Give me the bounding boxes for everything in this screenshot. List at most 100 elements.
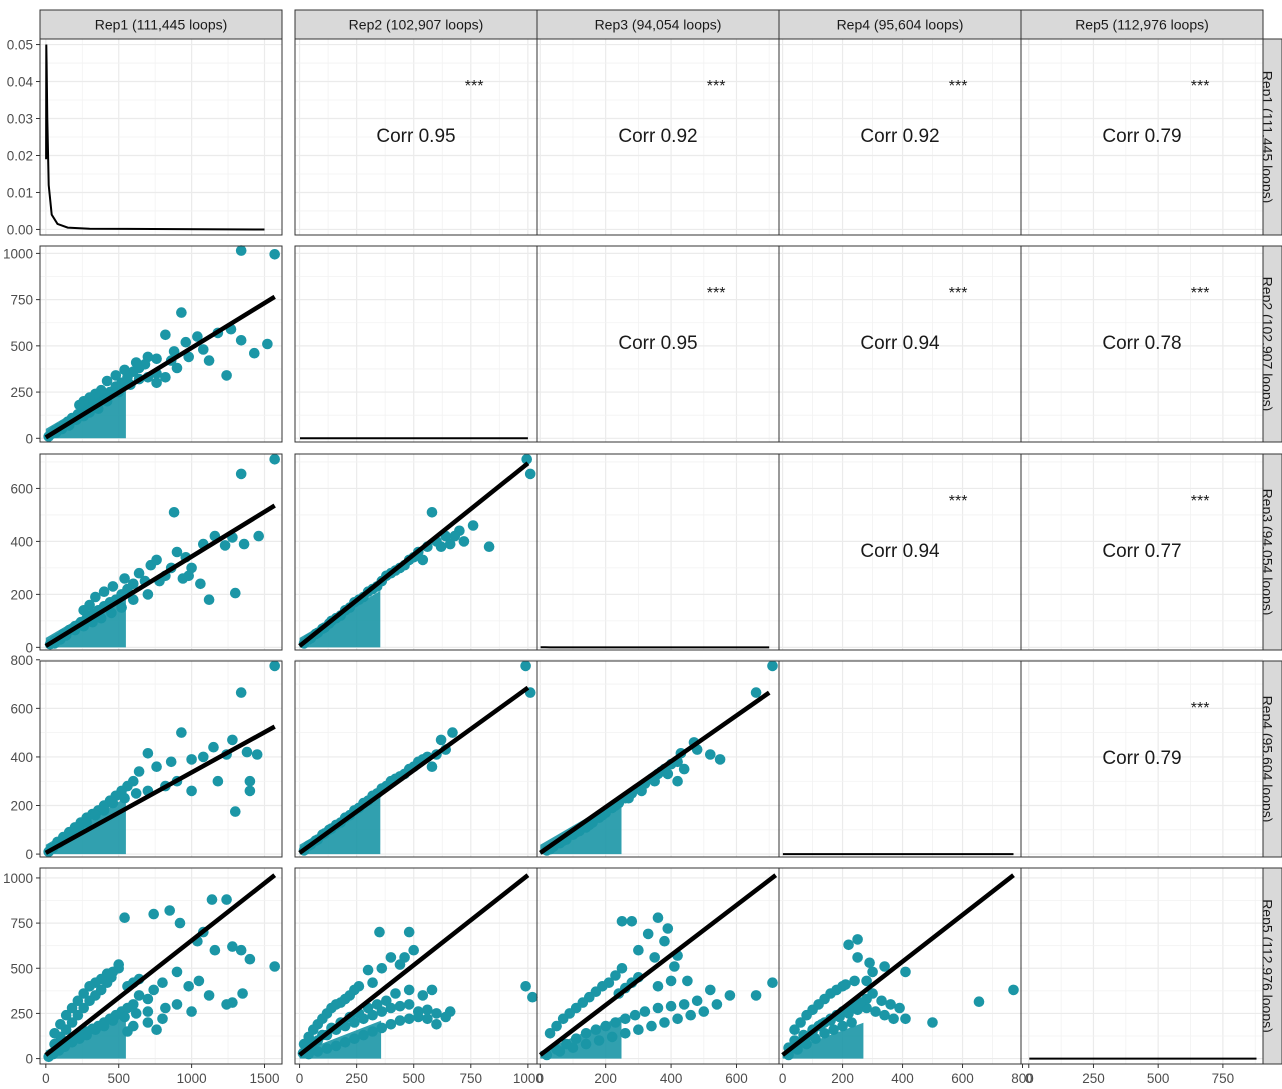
scatter-point xyxy=(133,766,145,777)
scatter-point xyxy=(183,570,194,582)
scatter-point xyxy=(652,981,664,992)
scatter-point xyxy=(672,775,683,787)
scatter-point xyxy=(119,573,130,584)
scatter-point xyxy=(705,984,716,996)
x-tick-label: 400 xyxy=(660,1071,683,1086)
scatter-point xyxy=(551,1020,562,1032)
scatter-point xyxy=(403,926,415,938)
scatter-point xyxy=(227,734,238,746)
scatter-point xyxy=(66,1002,78,1014)
scatter-point xyxy=(633,1024,644,1035)
scatter-point xyxy=(659,935,670,947)
scatter-point xyxy=(885,999,896,1010)
scatter-point xyxy=(629,1009,641,1021)
scatter-point xyxy=(78,988,89,999)
x-tick-label: 600 xyxy=(725,1071,748,1086)
scatter-point xyxy=(241,746,253,758)
scatter-point xyxy=(636,785,647,797)
scatter-point xyxy=(711,999,723,1010)
scatter-point xyxy=(98,586,110,597)
scatter-point xyxy=(235,335,247,346)
scatter-point xyxy=(642,928,654,940)
x-tick-label: 0 xyxy=(296,1071,304,1086)
scatter-point xyxy=(212,775,224,787)
y-tick-label: 600 xyxy=(10,481,33,496)
regression-line xyxy=(44,294,276,440)
scatter-point xyxy=(870,1006,881,1017)
significance-label: *** xyxy=(1191,700,1210,717)
scatter-point xyxy=(130,788,142,799)
panel-background xyxy=(779,661,1021,857)
panel-border xyxy=(1020,453,1264,651)
scatter-point xyxy=(142,993,154,1005)
scatter-point xyxy=(417,990,429,1001)
scatter-point xyxy=(198,344,209,355)
scatter-panel-r5-c3 xyxy=(538,873,778,1061)
scatter-point xyxy=(374,926,385,938)
scatter-point xyxy=(227,941,238,952)
panel-r2-c3 xyxy=(537,246,779,442)
scatter-point xyxy=(235,944,247,956)
scatter-point xyxy=(142,589,154,600)
y-tick-label: 250 xyxy=(10,1006,33,1021)
scatter-point xyxy=(849,975,860,987)
panel-background xyxy=(537,246,779,442)
scatter-panel-r3-c1 xyxy=(44,454,281,650)
scatter-point xyxy=(133,567,145,579)
y-tick-label: 0 xyxy=(25,431,33,446)
panel-border xyxy=(39,867,283,1065)
scatter-point xyxy=(221,894,232,905)
scatter-point xyxy=(176,307,187,318)
correlation-label: Corr 0.92 xyxy=(860,126,939,147)
scatter-point xyxy=(206,894,218,905)
scatter-point xyxy=(251,749,263,760)
scatter-point xyxy=(60,1009,72,1021)
scatter-panel-r4-c3 xyxy=(539,660,778,856)
significance-label: *** xyxy=(465,78,484,95)
panel-r4-c3 xyxy=(537,659,779,857)
regression-line xyxy=(539,690,771,855)
scatter-panel-r3-c2 xyxy=(298,454,536,649)
scatter-point xyxy=(682,975,693,987)
significance-label: *** xyxy=(707,285,726,302)
scatter-point xyxy=(107,581,119,592)
y-tick-label: 400 xyxy=(10,750,33,765)
scatter-point xyxy=(767,660,778,672)
scatter-point xyxy=(852,952,863,963)
panel-r2-c5 xyxy=(1021,246,1263,442)
scatter-point xyxy=(186,754,197,765)
regression-line xyxy=(44,503,276,648)
scatter-point xyxy=(520,660,531,672)
scatter-point xyxy=(691,995,703,1007)
scatter-point xyxy=(165,756,177,768)
significance-label: *** xyxy=(949,493,968,510)
scatter-point xyxy=(230,587,241,599)
significance-label: *** xyxy=(707,78,726,95)
regression-line xyxy=(44,873,277,1057)
scatter-point xyxy=(620,1013,631,1025)
x-tick-label: 0 xyxy=(1025,1071,1033,1086)
scatter-point xyxy=(431,1008,442,1019)
scatter-point xyxy=(467,520,479,531)
scatter-point xyxy=(527,991,538,1003)
scatter-point xyxy=(113,959,124,970)
scatter-panel-r5-c2 xyxy=(297,873,538,1060)
panel-border xyxy=(1020,867,1264,1065)
panel-r3-c5 xyxy=(1021,454,1263,650)
scatter-point xyxy=(750,990,762,1001)
scatter-point xyxy=(626,916,638,927)
x-tick-label: 500 xyxy=(402,1071,425,1086)
x-tick-label: 0 xyxy=(42,1071,50,1086)
x-tick-label: 1000 xyxy=(513,1071,543,1086)
scatter-point xyxy=(244,775,256,787)
y-tick-label: 0.03 xyxy=(7,112,33,127)
scatter-point xyxy=(157,1013,168,1025)
scatter-point xyxy=(435,734,447,746)
panel-background xyxy=(779,246,1021,442)
panel-r1-c1 xyxy=(40,39,282,235)
y-tick-label: 0.01 xyxy=(7,185,33,200)
scatter-point xyxy=(151,554,162,566)
scatter-point xyxy=(867,966,878,978)
scatter-point xyxy=(652,912,664,923)
scatter-point xyxy=(227,997,238,1008)
